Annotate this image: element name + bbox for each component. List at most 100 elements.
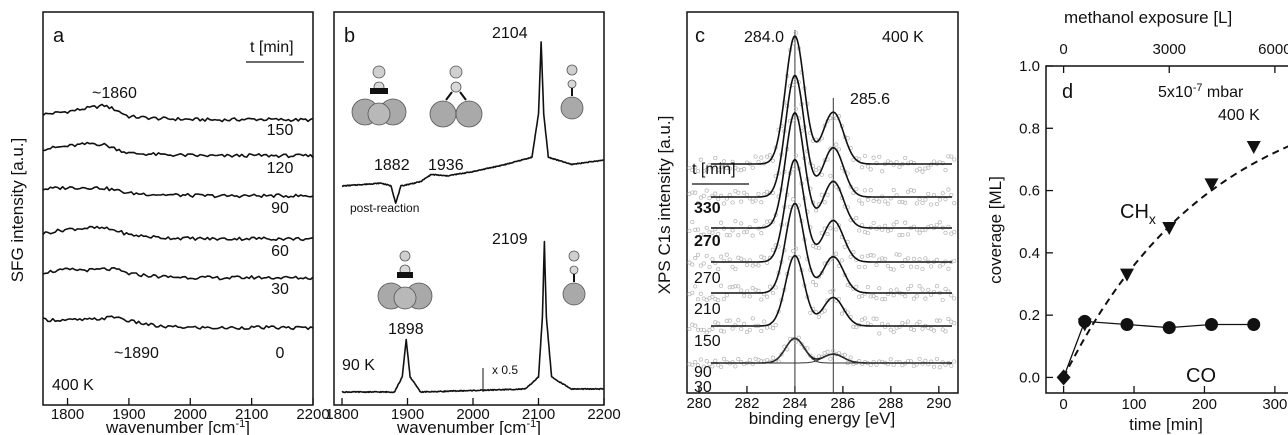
panel-b-x-tick-label: 2000 bbox=[456, 406, 489, 423]
panel-c-data-point bbox=[767, 284, 773, 289]
panel-d-co-point bbox=[1204, 317, 1218, 331]
panel-a-peak-top: ~1860 bbox=[92, 85, 137, 102]
panel-c-data-point bbox=[724, 318, 729, 323]
panel-a-time-label: 90 bbox=[271, 200, 289, 217]
panel-c-data-point bbox=[891, 188, 896, 193]
panel-a-traces bbox=[42, 103, 314, 331]
panel-c-data-point bbox=[883, 199, 888, 204]
panel-c-data-point bbox=[695, 252, 701, 257]
panel-d-series bbox=[1056, 140, 1288, 386]
panel-c-data-point bbox=[937, 197, 942, 202]
panel-d-top-tick-label: 6000 bbox=[1258, 41, 1288, 58]
panel-b: b wavenumber [cm-1] 1800 1900 2000 2100 2200 bbox=[325, 11, 621, 435]
panel-b-frame bbox=[333, 11, 605, 406]
panel-c-data-point bbox=[693, 190, 698, 195]
panel-b-scale: x 0.5 bbox=[492, 363, 518, 377]
panel-c-data-point bbox=[871, 294, 876, 299]
panel-c-data-point bbox=[762, 255, 767, 260]
panel-b-peak-bottom-bridge: 1898 bbox=[388, 321, 424, 338]
panel-c-data-point bbox=[693, 165, 698, 170]
panel-c-data-point bbox=[770, 326, 775, 331]
panel-a-time-label: 120 bbox=[267, 160, 294, 177]
panel-c-data-point bbox=[923, 296, 928, 301]
panel-c-data-point bbox=[949, 192, 954, 198]
panel-c-data-point bbox=[943, 230, 948, 235]
panel-c-data-point bbox=[908, 283, 914, 288]
panel-c-data-point bbox=[701, 364, 706, 369]
panel-c-data-point bbox=[860, 201, 865, 206]
panel-c-data-point bbox=[880, 169, 885, 174]
panel-c-data-point bbox=[716, 321, 721, 326]
panel-c-data-point bbox=[793, 107, 798, 112]
panel-c-data-point bbox=[767, 153, 773, 158]
panel-c-data-point bbox=[695, 363, 701, 368]
panel-c-data-point bbox=[825, 349, 830, 354]
panel-c: c XPS C1s intensity [a.u.] binding energ… bbox=[655, 11, 959, 428]
panel-d-y-tick-label: 0.4 bbox=[1019, 245, 1040, 262]
panel-c-data-point bbox=[727, 257, 732, 262]
panel-d-top-xlabel: methanol exposure [L] bbox=[1064, 8, 1232, 27]
panel-d-pressure: 5x10-7 mbar bbox=[1158, 82, 1244, 101]
panel-c-fit-150 bbox=[711, 202, 952, 294]
panel-c-data-point bbox=[687, 228, 692, 233]
panel-c-time-label: 270 bbox=[694, 233, 721, 250]
panel-c-data-point bbox=[690, 219, 695, 225]
panel-c-data-point bbox=[937, 264, 942, 269]
panel-c-data-point bbox=[862, 188, 867, 193]
panel-c-data-point bbox=[920, 200, 925, 206]
panel-c-data-point bbox=[693, 227, 698, 232]
panel-c-data-point bbox=[759, 328, 764, 333]
panel-c-data-point bbox=[721, 201, 726, 206]
panel-c-fit-330 bbox=[711, 35, 952, 165]
panel-d-chx-point bbox=[1246, 140, 1261, 154]
panel-d-co-point bbox=[1162, 321, 1176, 335]
panel-c-data-point bbox=[917, 230, 922, 235]
panel-c-data-point bbox=[923, 197, 928, 202]
panel-c-data-point bbox=[914, 201, 919, 206]
panel-a-time-label: 150 bbox=[267, 122, 294, 139]
panel-c-data-point bbox=[744, 229, 750, 234]
panel-d-y-tick-label: 0.8 bbox=[1019, 120, 1040, 137]
panel-c-data-point bbox=[742, 230, 747, 235]
panel-a-trace-90 bbox=[42, 185, 314, 199]
panel-c-data-point bbox=[759, 297, 764, 302]
panel-c-data-point bbox=[891, 362, 896, 368]
panel-c-data-point bbox=[750, 263, 755, 268]
panel-c-data-point bbox=[816, 166, 821, 171]
panel-c-data-point bbox=[848, 254, 853, 259]
panel-c-data-point bbox=[885, 201, 891, 206]
panel-c-data-point bbox=[727, 318, 732, 323]
panel-c-data-point bbox=[695, 227, 701, 232]
panel-c-data-point bbox=[724, 233, 729, 238]
panel-c-data-point bbox=[831, 288, 836, 293]
panel-c-data-point bbox=[929, 326, 934, 331]
panel-c-data-point bbox=[733, 219, 738, 224]
panel-c-data-point bbox=[897, 199, 902, 205]
panel-d-co-point bbox=[1120, 317, 1134, 331]
panel-c-time-label: 90 bbox=[694, 364, 712, 381]
panel-a-peak-bottom: ~1890 bbox=[114, 345, 159, 362]
panel-c-data-point bbox=[793, 153, 798, 158]
panel-c-data-point bbox=[880, 297, 885, 302]
panel-c-data-point bbox=[906, 256, 911, 261]
panel-c-data-point bbox=[710, 326, 715, 331]
panel-c-data-point bbox=[733, 364, 738, 369]
panel-c-data-point bbox=[724, 293, 729, 298]
panel-c-data-point bbox=[883, 256, 888, 261]
panel-c-data-point bbox=[952, 359, 957, 364]
panel-c-data-point bbox=[877, 199, 882, 204]
panel-c-data-point bbox=[940, 327, 945, 332]
panel-c-data-point bbox=[727, 285, 732, 290]
panel-c-data-point bbox=[868, 167, 873, 172]
panel-c-data-point bbox=[934, 284, 939, 289]
panel-c-data-point bbox=[693, 323, 698, 328]
panel-c-x-tick-label: 290 bbox=[926, 395, 951, 412]
panel-a-x-ticks: 1800 1900 2000 2100 2200 bbox=[51, 398, 330, 423]
panel-b-letter: b bbox=[344, 25, 355, 47]
panel-c-data-point bbox=[877, 286, 882, 291]
panel-c-data-point bbox=[851, 324, 856, 329]
panel-c-data-point bbox=[834, 251, 839, 256]
panel-c-data-point bbox=[914, 265, 919, 270]
panel-c-data-point bbox=[736, 284, 741, 289]
